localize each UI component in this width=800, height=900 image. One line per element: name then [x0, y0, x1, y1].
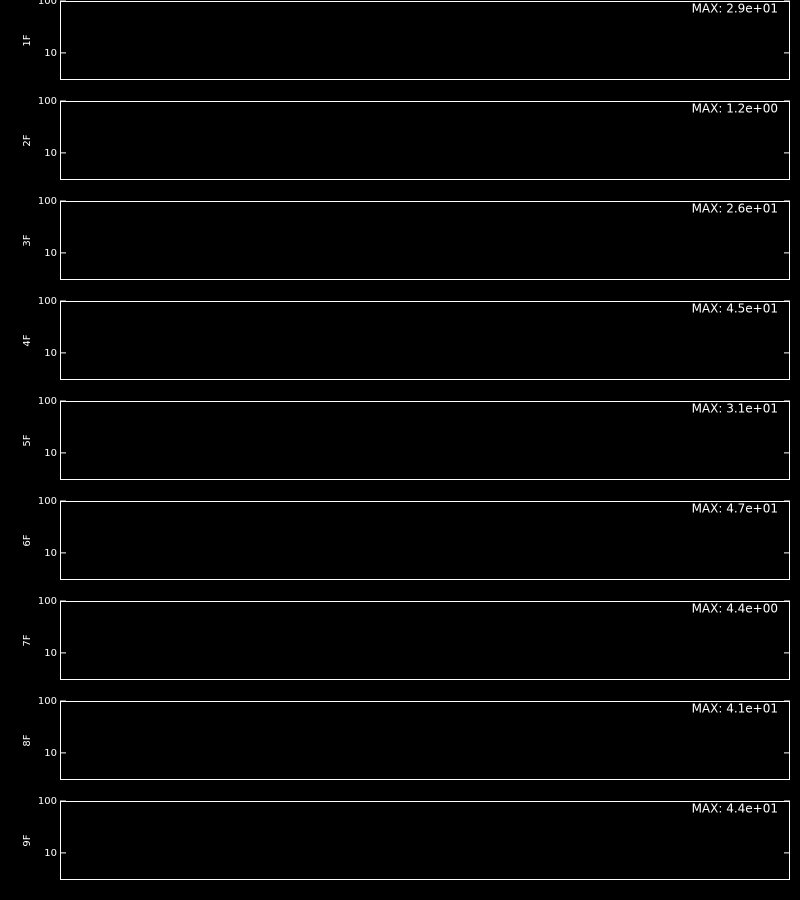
plot-background: [60, 601, 790, 680]
heatmap-cells: [60, 801, 790, 880]
heatmap-cells: [60, 501, 790, 580]
y-axis-label: 4F: [22, 334, 33, 346]
y-tick-label: 10: [44, 248, 57, 259]
plot-frame: [60, 801, 790, 880]
y-axis-label: 3F: [22, 234, 33, 246]
y-tick-label: 10: [44, 548, 57, 559]
y-axis-label: 6F: [22, 534, 33, 546]
panel-max-label: MAX: 2.9e+01: [692, 2, 778, 16]
heatmap-cells: [60, 601, 790, 680]
heatmap-cells: [60, 401, 790, 480]
panel-max-label: MAX: 4.4e+01: [692, 802, 778, 816]
plot-background: [60, 801, 790, 880]
panel-max-label: MAX: 3.1e+01: [692, 402, 778, 416]
plot-frame: [60, 501, 790, 580]
panel-max-label: MAX: 4.7e+01: [692, 502, 778, 516]
plot-background: [60, 401, 790, 480]
plot-frame: [60, 201, 790, 280]
plot-background: [60, 701, 790, 780]
y-tick-label: 10: [44, 348, 57, 359]
y-axis-label: 7F: [22, 634, 33, 646]
plot-frame: [60, 701, 790, 780]
heatmap-cells: [60, 201, 790, 280]
plot-background: [60, 301, 790, 380]
plot-background: [60, 101, 790, 180]
y-axis-label: 2F: [22, 134, 33, 146]
y-tick-label: 100: [38, 696, 57, 707]
y-tick-label: 100: [38, 0, 57, 7]
y-tick-label: 100: [38, 496, 57, 507]
y-tick-label: 10: [44, 848, 57, 859]
y-tick-label: 10: [44, 148, 57, 159]
y-tick-label: 100: [38, 596, 57, 607]
y-tick-label: 10: [44, 48, 57, 59]
y-axis-label: 1F: [22, 34, 33, 46]
plot-background: [60, 1, 790, 80]
y-axis-label: 8F: [22, 734, 33, 746]
y-tick-label: 100: [38, 296, 57, 307]
heatmap-cells: [60, 301, 790, 380]
plot-frame: [60, 301, 790, 380]
y-tick-label: 100: [38, 396, 57, 407]
plot-frame: [60, 401, 790, 480]
y-axis-label: 9F: [22, 834, 33, 846]
y-tick-label: 10: [44, 748, 57, 759]
plot-frame: [60, 101, 790, 180]
panel-max-label: MAX: 4.5e+01: [692, 302, 778, 316]
y-axis-label: 5F: [22, 434, 33, 446]
panel-max-label: MAX: 1.2e+00: [692, 102, 778, 116]
panel-max-label: MAX: 4.1e+01: [692, 702, 778, 716]
plot-frame: [60, 601, 790, 680]
heatmap-cells: [60, 701, 790, 780]
plot-background: [60, 501, 790, 580]
plot-frame: [60, 1, 790, 80]
y-tick-label: 100: [38, 196, 57, 207]
panel-max-label: MAX: 4.4e+00: [692, 602, 778, 616]
y-tick-label: 100: [38, 96, 57, 107]
panel-max-label: MAX: 2.6e+01: [692, 202, 778, 216]
plot-background: [60, 201, 790, 280]
heatmap-cells: [60, 1, 790, 80]
y-tick-label: 10: [44, 648, 57, 659]
heatmap-cells: [60, 101, 790, 180]
y-tick-label: 100: [38, 796, 57, 807]
y-tick-label: 10: [44, 448, 57, 459]
